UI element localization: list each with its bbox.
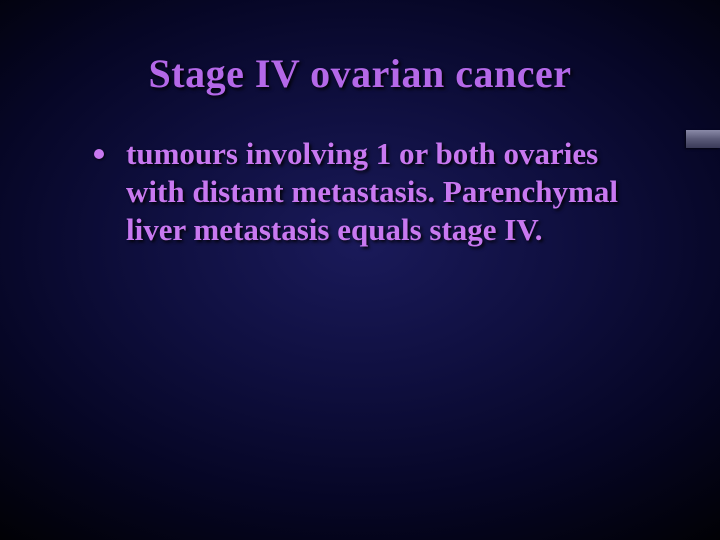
accent-bar-decoration xyxy=(686,130,720,148)
bullet-list: tumours involving 1 or both ovaries with… xyxy=(60,135,660,248)
bullet-item: tumours involving 1 or both ovaries with… xyxy=(90,135,660,248)
slide-title: Stage IV ovarian cancer xyxy=(60,50,660,97)
slide-container: Stage IV ovarian cancer tumours involvin… xyxy=(0,0,720,540)
